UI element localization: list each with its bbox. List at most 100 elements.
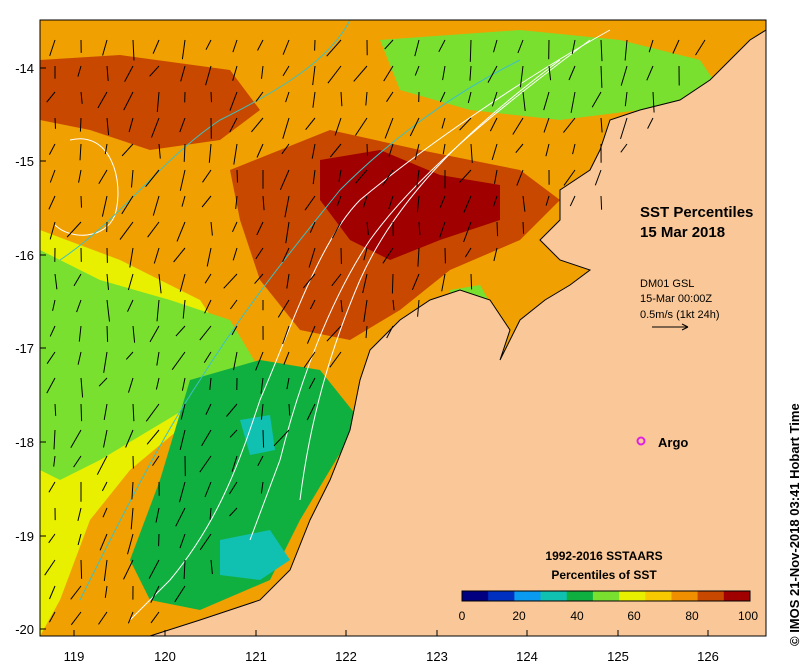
current-vector [442, 143, 446, 155]
current-vector [236, 169, 238, 183]
current-vector [174, 585, 186, 603]
current-vector [103, 403, 108, 420]
current-vector [283, 351, 290, 365]
current-vector [363, 195, 368, 208]
legend-bar-frame [461, 590, 751, 602]
argo-label: Argo [658, 435, 688, 450]
current-vector [146, 429, 160, 445]
current-vector [365, 325, 368, 339]
current-vector [594, 169, 602, 186]
current-vector [127, 299, 134, 312]
current-vector [438, 39, 446, 53]
current-vector [417, 299, 420, 317]
current-vector [695, 39, 706, 56]
current-vector [306, 403, 316, 421]
current-vector [384, 117, 394, 139]
legend-tick-label: 40 [570, 609, 584, 623]
current-vector [173, 247, 186, 263]
current-vector [600, 65, 603, 88]
current-vector [78, 325, 82, 342]
current-vector [180, 403, 186, 420]
current-vector [156, 351, 160, 366]
x-tick: 121 [245, 630, 267, 664]
sst-region-south-teal-2 [240, 415, 275, 455]
current-vector [416, 169, 420, 187]
current-vector [210, 221, 213, 236]
current-vector [519, 65, 524, 88]
current-vector [439, 91, 446, 103]
current-vector [48, 533, 56, 544]
current-vector [256, 221, 264, 236]
current-vector [312, 91, 316, 108]
current-vector [441, 117, 446, 129]
legend-color-bar [462, 591, 751, 601]
current-vector [255, 351, 264, 371]
current-vector [223, 273, 238, 289]
map-title: SST Percentiles [640, 204, 753, 221]
current-vector [491, 143, 498, 161]
current-vector [329, 351, 342, 368]
current-vector [620, 65, 628, 86]
current-vector [229, 91, 238, 111]
x-tick-label: 125 [607, 649, 629, 664]
current-vector [441, 273, 446, 292]
current-vector [70, 611, 82, 626]
legend-color-swatch [697, 591, 725, 601]
current-vector [121, 195, 134, 215]
current-vector [229, 507, 238, 517]
legend-color-swatch [619, 591, 646, 601]
legend-color-swatch [723, 591, 751, 601]
current-vector [493, 39, 498, 53]
current-vector [130, 507, 134, 530]
y-tick-label: -19 [15, 529, 34, 544]
current-vector [101, 481, 108, 492]
current-vector [600, 117, 603, 133]
current-vector [571, 39, 576, 54]
current-vector [46, 351, 56, 364]
x-tick-label: 121 [245, 649, 267, 664]
current-vector [106, 325, 109, 342]
current-vector [442, 65, 446, 81]
current-vector [261, 65, 264, 79]
current-vector [281, 143, 290, 155]
current-vector [282, 39, 290, 55]
current-vector [208, 143, 212, 163]
current-vector [512, 117, 524, 135]
current-vector [151, 117, 160, 138]
current-vector [132, 325, 136, 343]
current-vector [73, 273, 82, 287]
current-vector [493, 247, 498, 262]
legend-tick-label: 0 [459, 609, 466, 623]
legend-color-swatch [540, 591, 568, 601]
current-vector [543, 91, 550, 111]
current-vector [285, 91, 290, 103]
current-vector [382, 247, 394, 264]
y-tick: -16 [15, 248, 46, 263]
current-vector [229, 117, 238, 133]
y-tick: -19 [15, 529, 46, 544]
legend-color-swatch [566, 591, 594, 601]
current-vector [652, 91, 655, 113]
current-vector [600, 39, 603, 62]
current-vector [232, 247, 238, 261]
current-vector [96, 455, 108, 475]
current-vector [123, 91, 134, 111]
current-vector [181, 195, 186, 207]
current-vector [101, 195, 108, 217]
x-axis: 119 120 121 122 123 124 125 126 [64, 630, 719, 664]
current-vector [103, 429, 108, 448]
current-vector [205, 65, 212, 86]
current-vector [363, 299, 368, 322]
x-tick: 123 [426, 630, 448, 664]
legend-title-1: 1992-2016 SSTAARS [545, 549, 662, 563]
current-vector [181, 377, 186, 391]
current-vector [284, 195, 290, 218]
current-source: DM01 GSL [640, 278, 694, 290]
current-vector [98, 611, 108, 625]
current-vector [98, 169, 108, 184]
current-vector [80, 377, 84, 398]
current-vector [439, 195, 446, 208]
current-vector [648, 39, 654, 53]
current-vector [467, 91, 472, 104]
